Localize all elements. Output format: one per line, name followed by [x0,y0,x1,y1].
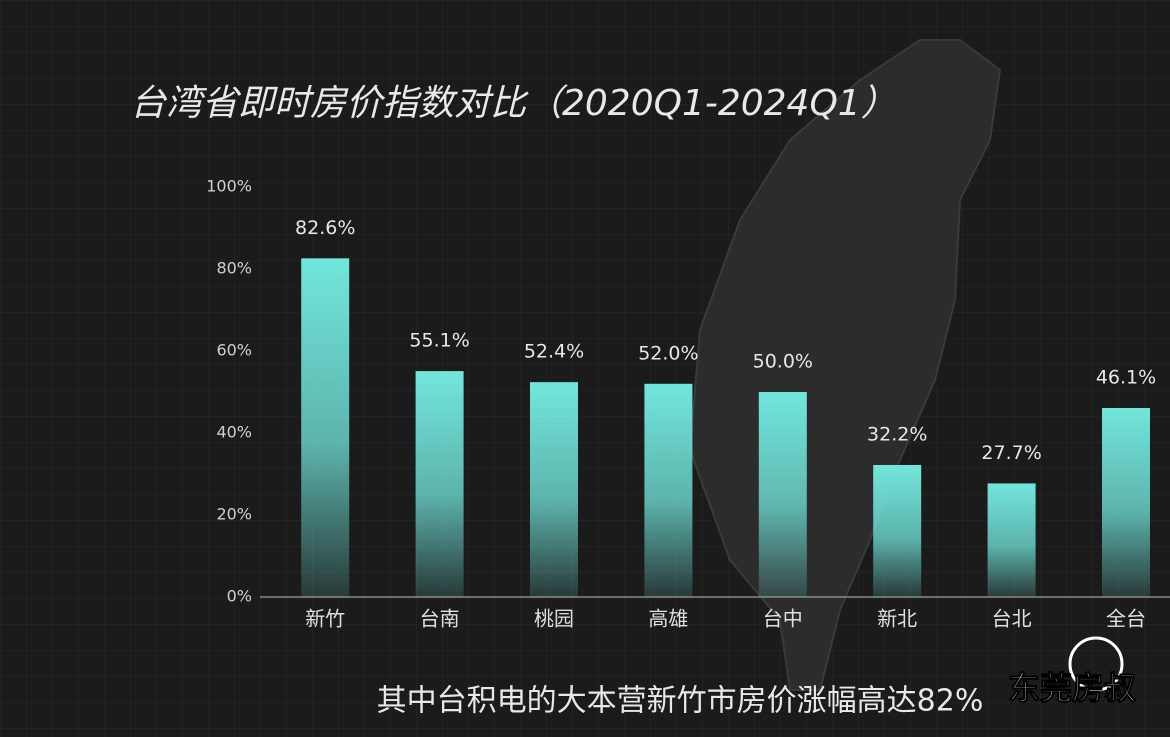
watermark-icon [1068,636,1124,692]
value-label: 55.1% [409,330,469,352]
value-label: 46.1% [1096,366,1156,388]
value-label: 32.2% [867,423,927,445]
y-tick-label: 100% [206,177,252,196]
bar [415,371,464,597]
x-tick-label: 台北 [992,607,1032,631]
bar [530,382,578,597]
value-label: 82.6% [295,217,355,239]
y-tick-label: 60% [216,341,252,360]
chart-title: 台湾省即时房价指数对比（2020Q1-2024Q1） [130,83,897,124]
y-tick-label: 80% [216,259,252,278]
bar [1102,407,1150,597]
bar [758,392,807,597]
x-tick-label: 高雄 [648,607,688,631]
value-label: 52.4% [524,341,584,363]
watermark: 东莞房叔 [1008,669,1136,707]
bar [301,258,350,597]
caption: 其中台积电的大本营新竹市房价涨幅高达82% [377,684,984,719]
value-label: 50.0% [753,351,813,373]
value-label: 27.7% [981,442,1041,464]
y-tick-label: 40% [216,423,252,442]
y-tick-label: 0% [227,587,252,606]
bar [644,383,693,597]
x-tick-label: 台中 [763,607,803,631]
x-tick-label: 新北 [877,607,917,631]
x-tick-label: 全台 [1106,607,1146,631]
x-tick-label: 新竹 [305,607,345,631]
bar [987,483,1036,597]
x-tick-label: 台南 [420,607,460,631]
bar [873,464,922,597]
x-tick-label: 桃园 [534,607,574,631]
value-label: 52.0% [638,342,698,364]
y-tick-label: 20% [216,505,252,524]
